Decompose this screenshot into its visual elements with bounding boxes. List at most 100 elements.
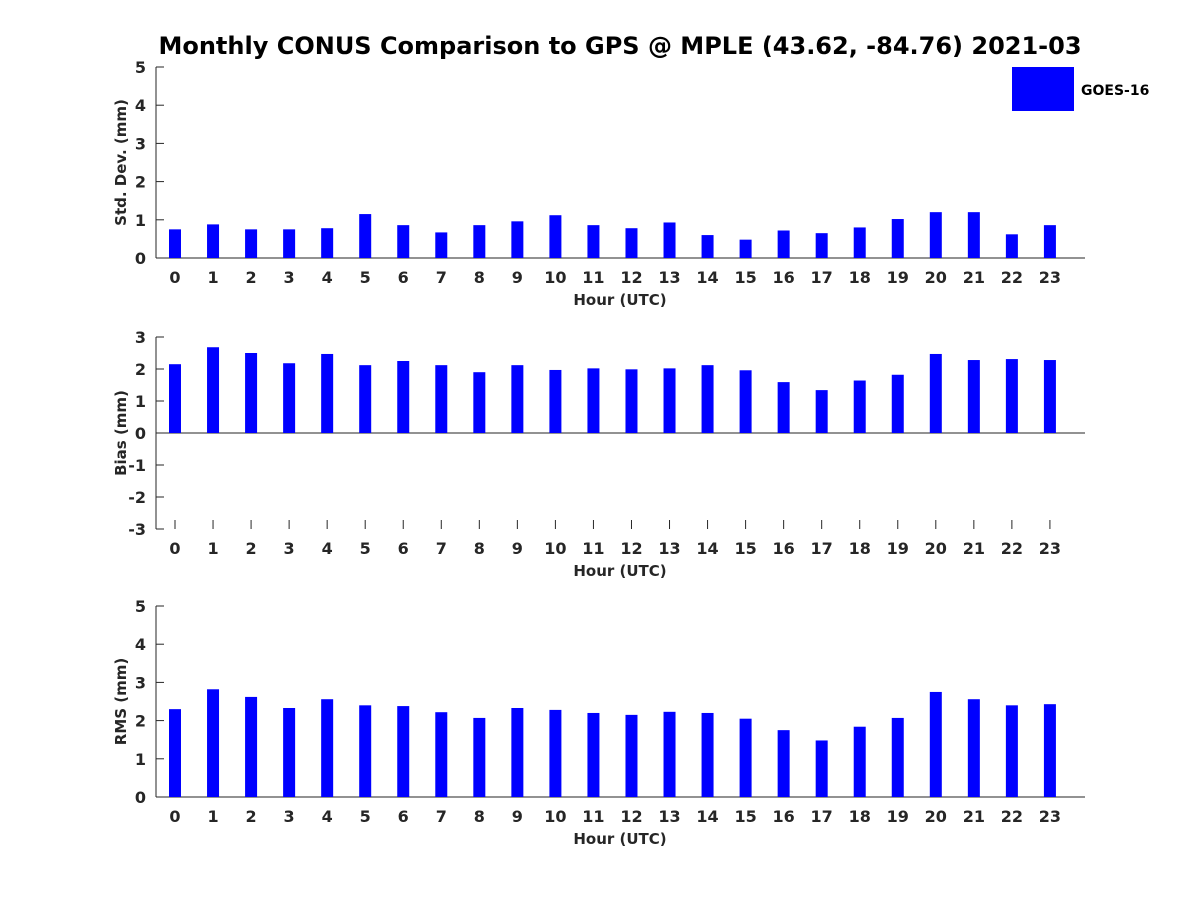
bar-hour-2 xyxy=(245,229,258,258)
bar-hour-11 xyxy=(587,712,600,797)
bar-hour-11 xyxy=(587,225,600,258)
bar-hour-21 xyxy=(967,360,980,433)
bar-hour-4 xyxy=(321,699,334,797)
bar-hour-14 xyxy=(701,365,714,433)
y-tick-label: 2 xyxy=(135,173,146,192)
x-tick-label: 0 xyxy=(169,539,180,558)
x-tick-label: 1 xyxy=(207,807,218,826)
bar-hour-14 xyxy=(701,712,714,797)
x-tick-label: 17 xyxy=(811,807,833,826)
x-tick-label: 1 xyxy=(207,268,218,287)
y-tick-label: 5 xyxy=(135,58,146,77)
legend: GOES-16 xyxy=(1012,67,1149,111)
x-tick-label: 6 xyxy=(398,268,409,287)
x-tick-label: 10 xyxy=(544,807,566,826)
bar-hour-0 xyxy=(169,709,181,797)
bar-hour-11 xyxy=(587,368,600,433)
y-axis-label: Bias (mm) xyxy=(112,390,130,476)
bar-hour-21 xyxy=(967,699,980,797)
y-tick-label: 5 xyxy=(135,597,146,616)
x-tick-label: 8 xyxy=(474,268,485,287)
x-tick-label: 8 xyxy=(474,807,485,826)
x-tick-label: 16 xyxy=(773,539,795,558)
bar-hour-10 xyxy=(549,369,562,433)
x-axis-label: Hour (UTC) xyxy=(573,830,666,848)
bar-hour-6 xyxy=(397,225,410,258)
x-tick-label: 11 xyxy=(582,539,604,558)
x-tick-label: 2 xyxy=(246,807,257,826)
x-tick-label: 12 xyxy=(620,807,642,826)
x-tick-label: 6 xyxy=(398,807,409,826)
x-tick-label: 14 xyxy=(696,807,718,826)
bar-hour-19 xyxy=(891,717,904,797)
x-tick-label: 18 xyxy=(849,539,871,558)
bar-hour-14 xyxy=(701,235,714,258)
x-tick-label: 20 xyxy=(925,268,947,287)
bar-hour-4 xyxy=(321,353,334,433)
y-tick-label: 4 xyxy=(135,635,146,654)
x-tick-label: 0 xyxy=(169,807,180,826)
x-tick-label: 13 xyxy=(658,268,680,287)
bar-hour-13 xyxy=(663,222,676,258)
x-tick-label: 3 xyxy=(284,807,295,826)
x-tick-label: 2 xyxy=(246,539,257,558)
bar-hour-20 xyxy=(929,212,942,258)
y-tick-label: 3 xyxy=(135,673,146,692)
x-tick-label: 13 xyxy=(658,539,680,558)
bar-hour-1 xyxy=(207,347,220,433)
y-tick-label: 1 xyxy=(135,750,146,769)
y-axis-label: RMS (mm) xyxy=(112,658,130,745)
y-tick-label: 4 xyxy=(135,96,146,115)
x-tick-label: 14 xyxy=(696,268,718,287)
x-tick-label: 22 xyxy=(1001,539,1023,558)
bar-hour-3 xyxy=(283,229,296,258)
x-axis-label: Hour (UTC) xyxy=(573,562,666,580)
bar-hour-12 xyxy=(625,228,638,258)
bar-hour-21 xyxy=(967,212,980,258)
bar-hour-7 xyxy=(435,365,448,433)
x-tick-label: 21 xyxy=(963,268,985,287)
x-tick-label: 22 xyxy=(1001,807,1023,826)
y-tick-label: -3 xyxy=(128,520,146,539)
x-tick-label: 2 xyxy=(246,268,257,287)
bar-hour-4 xyxy=(321,228,334,258)
bar-hour-22 xyxy=(1005,705,1018,797)
bar-hour-0 xyxy=(169,229,181,258)
x-tick-label: 23 xyxy=(1039,268,1061,287)
x-tick-label: 18 xyxy=(849,268,871,287)
bar-hour-16 xyxy=(777,230,790,258)
bar-hour-5 xyxy=(359,214,372,258)
bar-hour-13 xyxy=(663,711,676,797)
bar-hour-6 xyxy=(397,361,410,433)
x-tick-label: 11 xyxy=(582,268,604,287)
bar-hour-23 xyxy=(1043,225,1056,258)
x-tick-label: 20 xyxy=(925,807,947,826)
bar-hour-7 xyxy=(435,712,448,797)
y-tick-label: 3 xyxy=(135,134,146,153)
x-tick-label: 20 xyxy=(925,539,947,558)
y-tick-label: 0 xyxy=(135,788,146,807)
x-tick-label: 9 xyxy=(512,539,523,558)
bar-hour-1 xyxy=(207,224,220,258)
bar-hour-5 xyxy=(359,705,372,797)
x-tick-label: 9 xyxy=(512,807,523,826)
y-tick-label: -2 xyxy=(128,488,146,507)
x-tick-label: 21 xyxy=(963,807,985,826)
y-tick-label: 0 xyxy=(135,424,146,443)
x-tick-label: 16 xyxy=(773,807,795,826)
x-tick-label: 4 xyxy=(322,268,333,287)
x-tick-label: 21 xyxy=(963,539,985,558)
bar-hour-23 xyxy=(1043,704,1056,797)
bar-hour-10 xyxy=(549,215,562,258)
legend-label: GOES-16 xyxy=(1081,83,1149,99)
bar-hour-9 xyxy=(511,707,524,797)
x-tick-label: 5 xyxy=(360,268,371,287)
x-tick-label: 6 xyxy=(398,539,409,558)
x-tick-label: 12 xyxy=(620,539,642,558)
y-tick-label: 3 xyxy=(135,328,146,347)
bar-hour-10 xyxy=(549,709,562,797)
bar-hour-15 xyxy=(739,370,752,433)
bar-hour-8 xyxy=(473,372,486,433)
